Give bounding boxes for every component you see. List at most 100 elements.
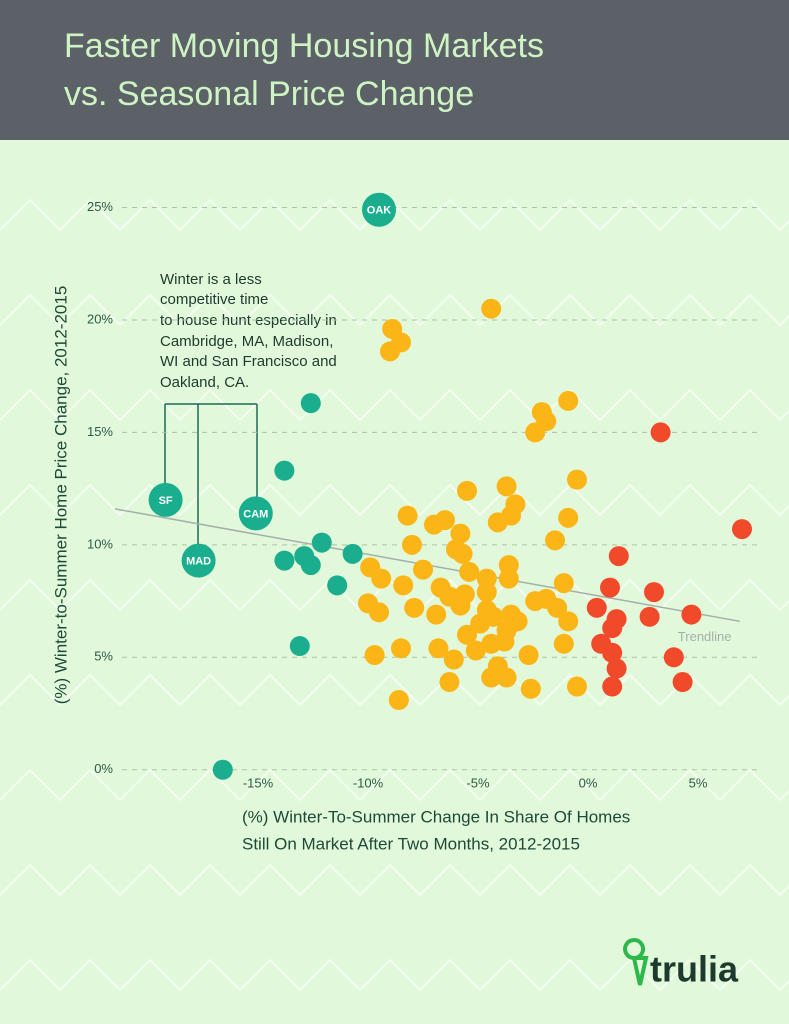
point (371, 568, 392, 589)
point (481, 667, 502, 688)
y-axis-title: (%) Winter-to-Summer Home Price Change, … (51, 286, 70, 705)
header (0, 0, 789, 140)
point (672, 672, 693, 693)
point (547, 597, 568, 618)
point (608, 546, 629, 567)
point (380, 341, 400, 362)
point (639, 606, 660, 627)
plot: 0% 5% 10% 15% 20% 25% -15% -10% -5% 0% 5% Trendline… (87, 192, 760, 790)
point (426, 604, 447, 625)
point (470, 613, 491, 634)
point (450, 523, 471, 544)
annotation-line: WI and San Francisco and (160, 353, 337, 370)
y-tick-label: 15% (87, 424, 113, 439)
point (525, 422, 546, 443)
point (602, 642, 623, 663)
point (606, 658, 627, 679)
point (388, 690, 409, 711)
point (553, 573, 574, 594)
point (397, 505, 418, 526)
point (558, 390, 579, 411)
point (181, 543, 216, 578)
point (644, 582, 664, 603)
annotation-line: Winter is a less (160, 271, 262, 288)
point (457, 624, 477, 645)
point (663, 647, 684, 668)
point (602, 676, 623, 697)
point (413, 559, 433, 580)
point (439, 672, 460, 693)
point (212, 759, 233, 780)
point (428, 638, 449, 659)
point (567, 469, 587, 490)
point (465, 640, 486, 661)
point (476, 582, 497, 603)
point (402, 534, 422, 555)
point (452, 543, 473, 564)
point (238, 496, 273, 531)
logo: trulia (623, 938, 739, 990)
annotation-bracket (164, 403, 258, 545)
y-tick-label: 20% (87, 311, 113, 326)
point (274, 550, 295, 571)
annotation-line: competitive time (160, 291, 268, 308)
point (300, 555, 321, 576)
point (443, 649, 464, 670)
point (459, 561, 480, 582)
point (457, 480, 477, 501)
y-tick-label: 25% (87, 199, 113, 214)
point (567, 676, 587, 697)
point (289, 636, 310, 657)
point (545, 530, 565, 551)
trendline-label: Trendline (678, 629, 732, 644)
point (553, 633, 574, 654)
annotation: Winter is a less competitive time to hou… (160, 271, 337, 391)
y-tick-label: 0% (94, 761, 113, 776)
point (586, 597, 607, 618)
point (650, 422, 671, 443)
point-label: CAM (243, 508, 268, 520)
point (481, 298, 502, 319)
point-label: SF (159, 495, 173, 507)
x-tick-label: 0% (579, 775, 598, 790)
title: vs. Seasonal Price Change (64, 75, 474, 113)
point-label: OAK (367, 205, 392, 217)
logo-pin (623, 938, 649, 986)
point (558, 507, 579, 528)
point (487, 512, 508, 533)
title: Faster Moving Housing Markets (64, 27, 544, 65)
point (496, 667, 517, 688)
x-axis-title: (%) Winter-To-Summer Change In Share Of … (242, 807, 630, 826)
point (274, 460, 295, 481)
point (435, 510, 455, 531)
point (393, 575, 414, 596)
point (362, 192, 396, 227)
point (520, 678, 541, 699)
point (369, 602, 389, 623)
point (404, 597, 425, 618)
point (496, 476, 517, 497)
point (364, 645, 385, 666)
logo-text: trulia (650, 949, 739, 990)
point (558, 611, 579, 632)
annotation-line: to house hunt especially in (160, 312, 337, 329)
point (498, 568, 519, 589)
point (450, 595, 471, 616)
point (600, 577, 620, 598)
point (311, 532, 332, 553)
point (148, 482, 183, 517)
x-tick-label: -15% (243, 775, 274, 790)
x-tick-label: 5% (689, 775, 708, 790)
point (300, 393, 321, 414)
x-tick-label: -5% (466, 775, 490, 790)
x-axis-title: Still On Market After Two Months, 2012-2… (242, 834, 580, 853)
point (494, 631, 515, 652)
point (342, 543, 363, 564)
point (732, 519, 752, 540)
point (525, 591, 546, 612)
point (606, 609, 627, 630)
annotation-line: Oakland, CA. (160, 374, 249, 391)
x-tick-label: -10% (353, 775, 384, 790)
point-label: MAD (186, 555, 211, 567)
